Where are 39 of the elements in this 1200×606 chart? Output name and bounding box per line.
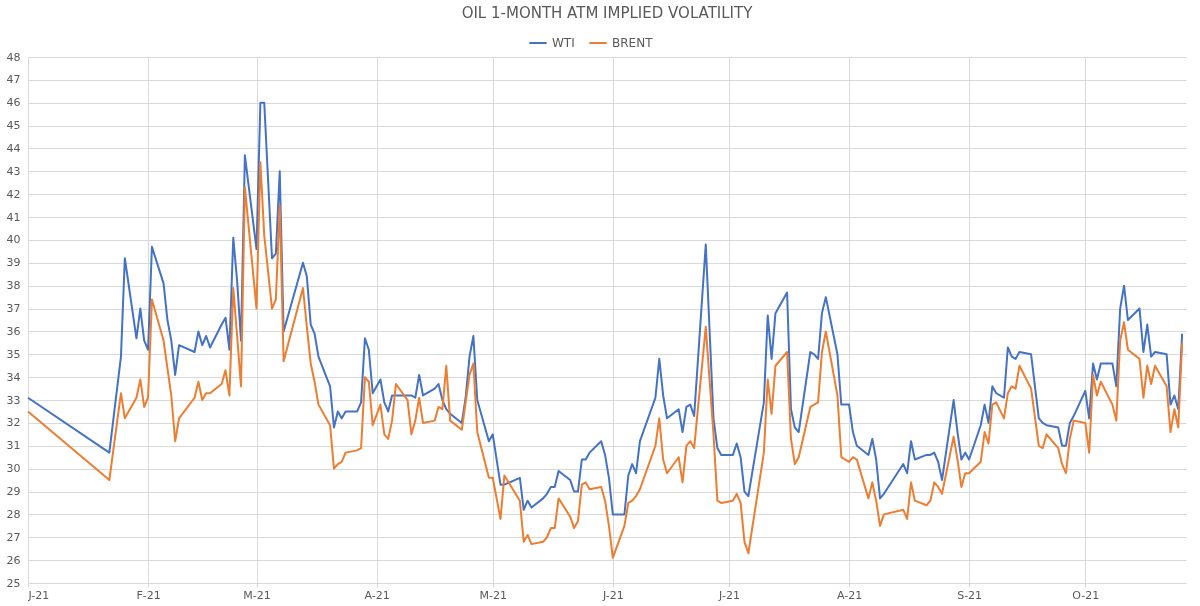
chart-title: OIL 1-MONTH ATM IMPLIED VOLATILITY (461, 4, 754, 22)
y-tick-label: 27 (6, 530, 21, 544)
y-tick-label: 43 (6, 164, 21, 178)
y-tick-label: 32 (6, 416, 21, 430)
y-tick-label: 42 (6, 187, 21, 201)
x-tick-label: S-21 (957, 588, 983, 602)
x-tick-label: J-21 (27, 588, 50, 602)
y-tick-label: 47 (6, 73, 21, 87)
y-tick-label: 29 (6, 485, 21, 499)
x-tick-label: M-21 (243, 588, 271, 602)
y-tick-label: 46 (6, 96, 21, 110)
y-tick-label: 30 (6, 462, 21, 476)
line-series (27, 161, 1184, 559)
x-tick-label: O-21 (1072, 588, 1100, 602)
y-tick-label: 26 (6, 553, 21, 567)
x-tick-label: J-21 (601, 588, 624, 602)
y-tick-label: 44 (6, 141, 21, 155)
y-tick-label: 35 (6, 347, 21, 361)
y-tick-label: 48 (6, 50, 21, 64)
line-series (27, 101, 1184, 516)
x-tick-label: A-21 (836, 588, 863, 602)
y-tick-label: 40 (6, 233, 21, 247)
legend-label: WTI (552, 36, 575, 50)
y-tick-label: 37 (6, 302, 21, 316)
y-tick-label: 38 (6, 279, 21, 293)
legend-label: BRENT (612, 36, 654, 50)
x-tick-label: J-21 (718, 588, 740, 602)
x-tick-label: F-21 (136, 588, 161, 602)
y-tick-label: 25 (6, 576, 21, 590)
y-tick-label: 39 (6, 256, 21, 270)
y-tick-label: 41 (6, 210, 21, 224)
x-tick-label: A-21 (364, 588, 390, 602)
y-tick-label: 34 (6, 370, 21, 384)
y-tick-label: 31 (6, 439, 21, 453)
y-tick-label: 28 (6, 507, 21, 521)
y-tick-label: 36 (6, 324, 21, 338)
x-tick-label: M-21 (479, 588, 507, 602)
y-tick-label: 33 (6, 393, 21, 407)
y-tick-label: 45 (6, 119, 21, 133)
